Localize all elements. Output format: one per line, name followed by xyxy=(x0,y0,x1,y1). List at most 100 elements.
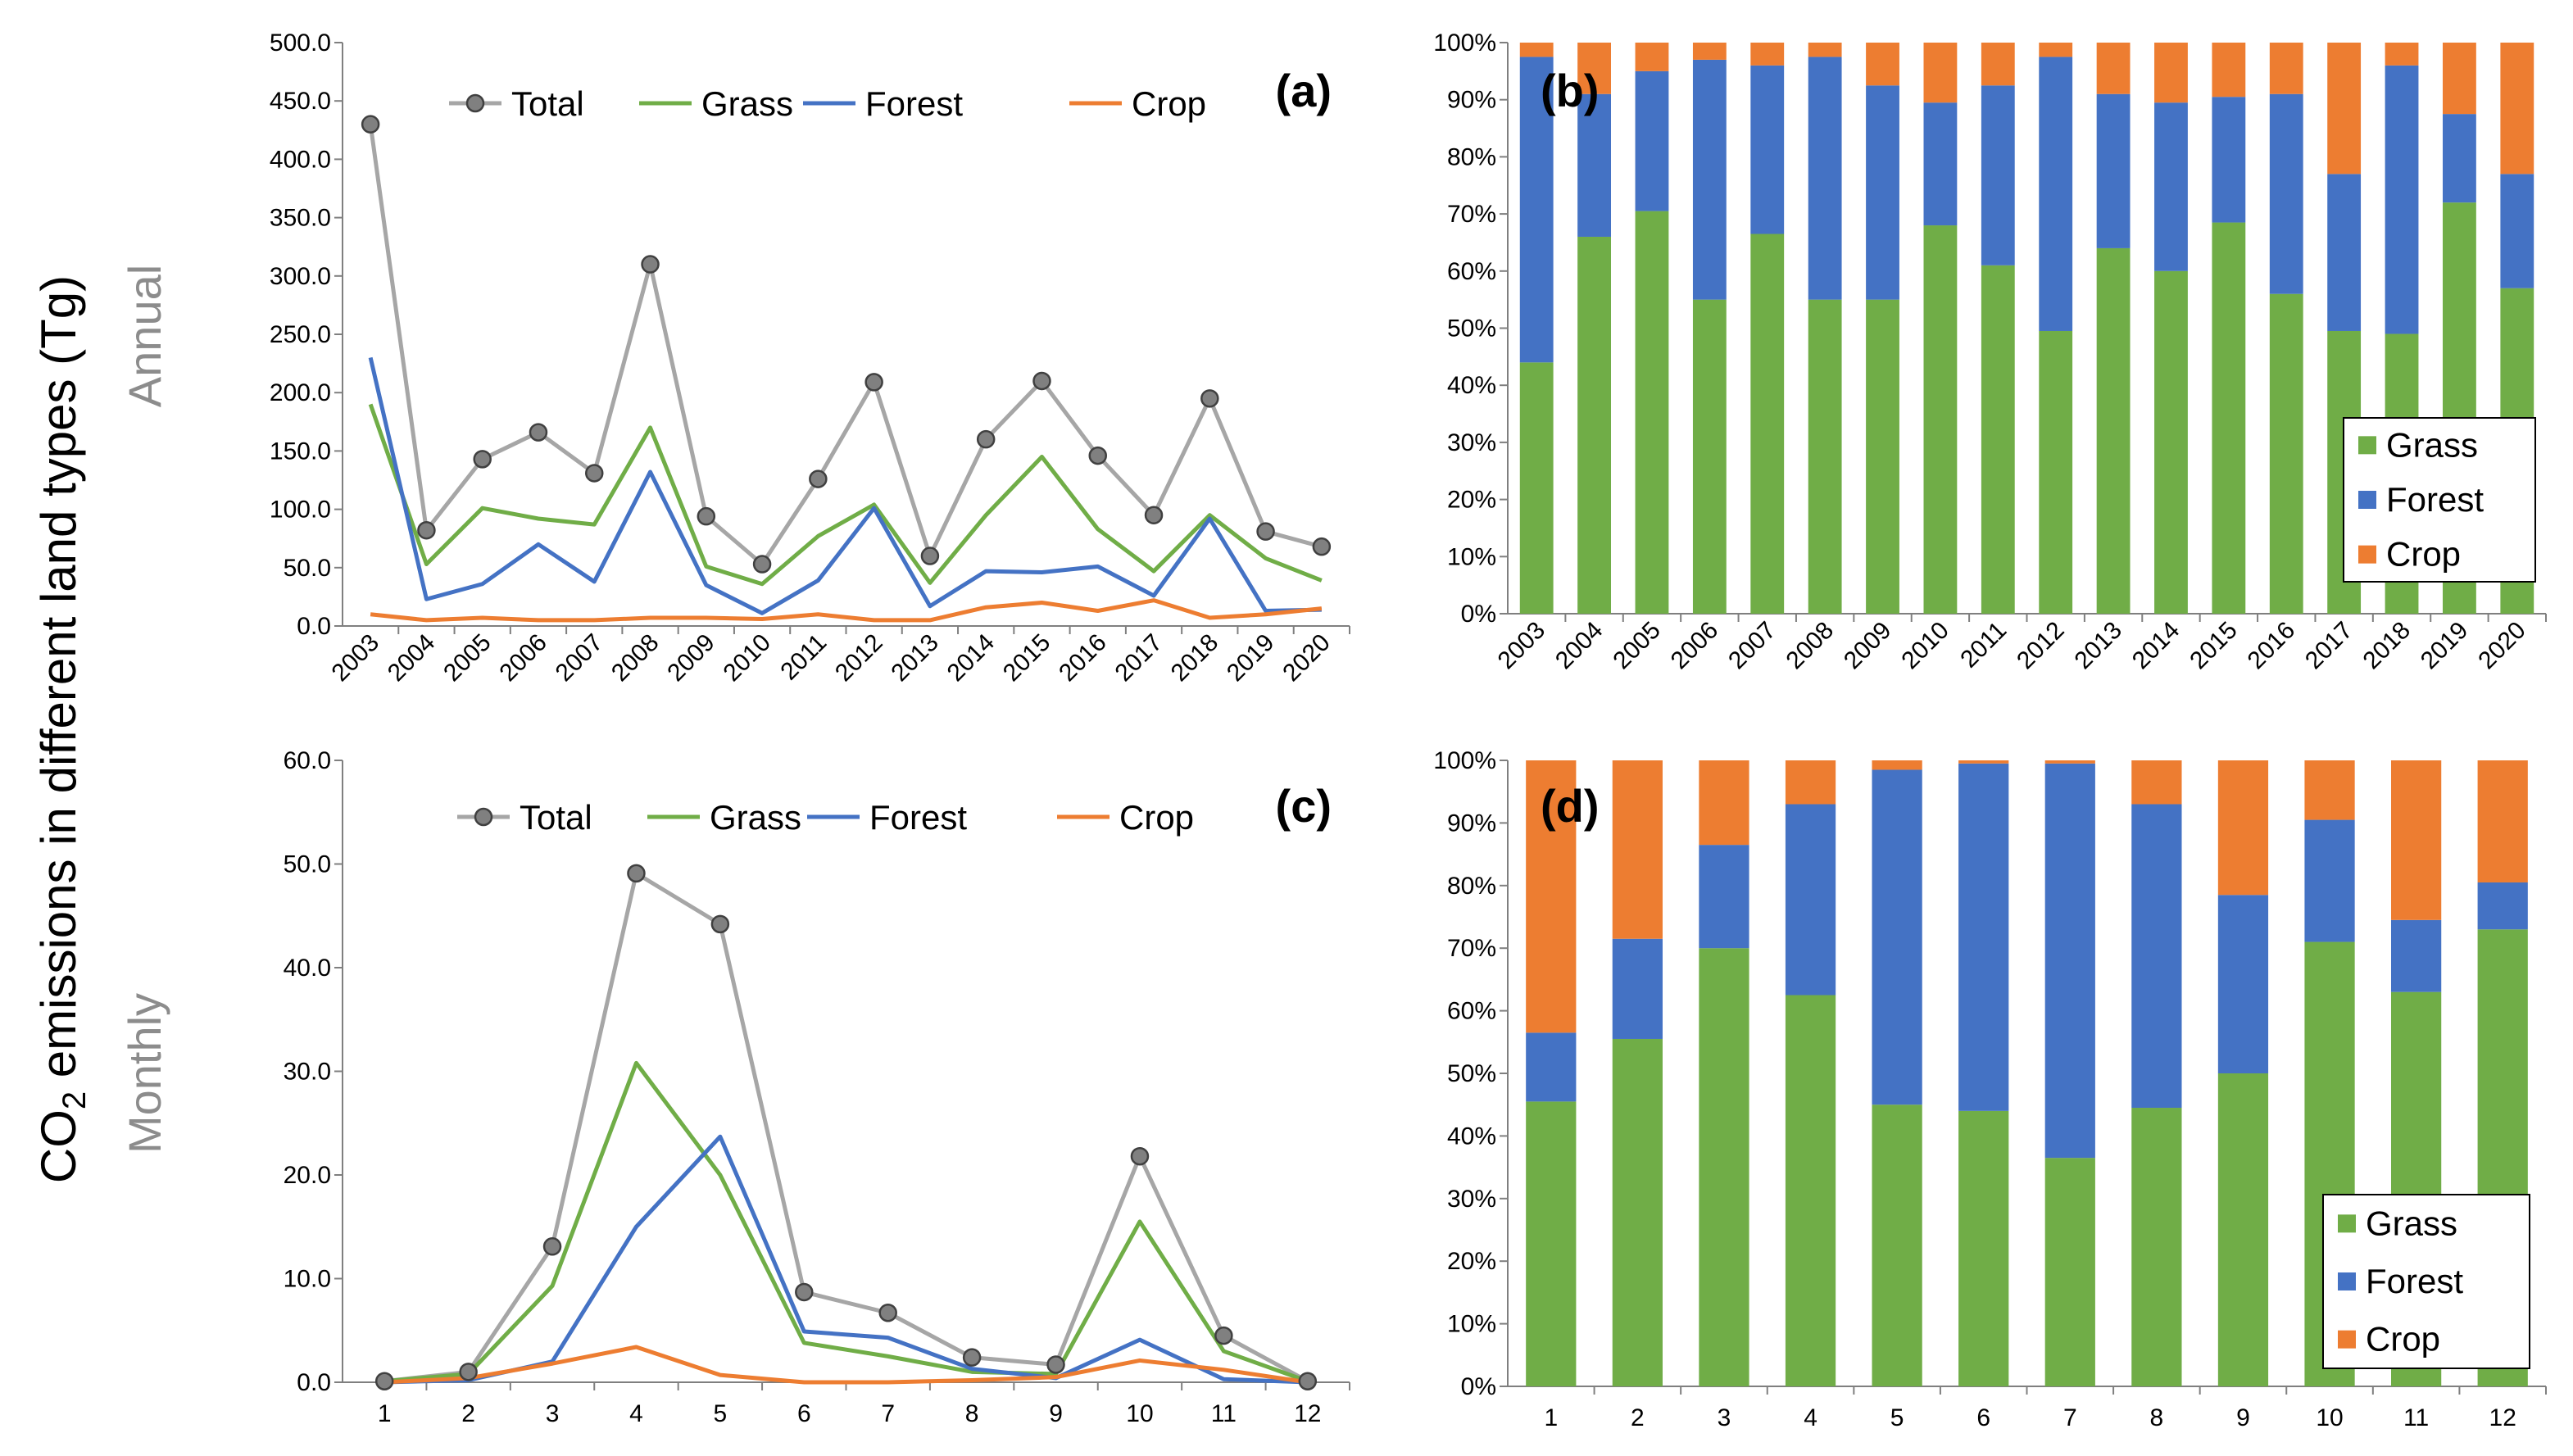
bar-grass-7 xyxy=(2044,1158,2095,1386)
total-marker-6 xyxy=(795,1282,814,1302)
x-tick-label: 2019 xyxy=(1222,629,1280,687)
x-tick-label: 2006 xyxy=(494,629,552,687)
x-tick-label: 1 xyxy=(378,1400,392,1427)
bar-forest-2003 xyxy=(1519,57,1554,363)
x-tick-label: 2009 xyxy=(662,629,720,687)
legend-crop-label: Crop xyxy=(1132,84,1206,123)
bar-grass-2012 xyxy=(2039,330,2073,614)
total-marker-1 xyxy=(374,1372,394,1390)
x-tick-label: 4 xyxy=(1804,1404,1817,1431)
y-tick-label: 0% xyxy=(1461,601,1496,628)
x-tick-label: 2004 xyxy=(1550,617,1609,675)
x-tick-label: 2017 xyxy=(2300,617,2358,675)
bar-forest-9 xyxy=(2217,895,2269,1073)
bar-forest-2014 xyxy=(2154,102,2188,271)
bar-forest-2017 xyxy=(2327,174,2362,331)
x-tick-label: 10 xyxy=(2316,1404,2343,1431)
legend-forest-swatch xyxy=(2358,491,2376,509)
legend-grass-label: Grass xyxy=(2386,425,2478,464)
bar-crop-4 xyxy=(1785,760,1836,805)
total-marker-2008 xyxy=(641,255,660,274)
x-tick-label: 2018 xyxy=(1166,629,1224,687)
bar-crop-5 xyxy=(1872,760,1922,770)
bar-grass-2013 xyxy=(2096,247,2131,614)
panel-c-monthly-lines: 0.010.020.030.040.050.060.01 2 3 4 5 6 7 8 9 10 11… xyxy=(284,747,1350,1427)
y-tick-label: 60% xyxy=(1447,258,1496,285)
panel-d-monthly-shares: 0%10%20%30%40%50%60%70%80%90%100%1 2 3 4 5 6 7… xyxy=(1433,747,2547,1431)
x-tick-label: 12 xyxy=(1294,1400,1321,1427)
bar-crop-2 xyxy=(1612,760,1663,939)
legend-forest-swatch xyxy=(2338,1272,2356,1290)
legend-forest-label: Forest xyxy=(865,84,963,123)
legend-grass-swatch xyxy=(2338,1214,2356,1233)
bar-grass-2005 xyxy=(1635,211,1669,614)
bar-forest-2005 xyxy=(1635,70,1669,211)
y-tick-label: 90% xyxy=(1447,87,1496,114)
bar-crop-11 xyxy=(2391,760,2442,920)
x-tick-label: 2014 xyxy=(942,629,1001,687)
x-tick-label: 2012 xyxy=(830,629,888,687)
y-tick-label: 30.0 xyxy=(284,1059,331,1086)
bar-crop-2009 xyxy=(1866,43,1899,86)
total-marker-2012 xyxy=(864,373,883,392)
bar-crop-2013 xyxy=(2096,43,2131,94)
bar-grass-9 xyxy=(2217,1073,2269,1386)
x-tick-label: 2003 xyxy=(327,629,385,687)
legend-grass-label: Grass xyxy=(710,798,801,837)
x-tick-label: 2003 xyxy=(1493,617,1551,675)
x-tick-label: 2007 xyxy=(551,629,609,687)
total-marker-7 xyxy=(878,1303,897,1322)
y-tick-label: 0.0 xyxy=(297,613,331,640)
x-tick-label: 2014 xyxy=(2127,617,2185,675)
x-tick-label: 2018 xyxy=(2357,617,2416,675)
bar-grass-2003 xyxy=(1519,362,1554,614)
total-marker-4 xyxy=(627,864,646,883)
y-tick-label: 250.0 xyxy=(270,321,331,348)
y-tick-label: 0% xyxy=(1461,1373,1496,1400)
bar-forest-2007 xyxy=(1750,65,1785,234)
y-tick-label: 40% xyxy=(1447,1123,1496,1150)
y-tick-label: 300.0 xyxy=(270,263,331,290)
x-tick-label: 2005 xyxy=(1608,617,1666,675)
y-tick-label: 40% xyxy=(1447,372,1496,399)
legend-crop-swatch xyxy=(2358,545,2376,564)
y-tick-label: 450.0 xyxy=(270,88,331,115)
x-tick-label: 3 xyxy=(546,1400,560,1427)
panel-b-annual-shares: 0%10%20%30%40%50%60%70%80%90%100%2003 200… xyxy=(1433,29,2547,675)
row-label-annual: Annual xyxy=(119,265,170,407)
total-marker-11 xyxy=(1214,1326,1233,1345)
x-tick-label: 5 xyxy=(1890,1404,1904,1431)
series-grass-line xyxy=(368,403,1323,587)
x-tick-label: 5 xyxy=(714,1400,728,1427)
x-tick-label: 11 xyxy=(2403,1404,2429,1431)
legend-grass-swatch xyxy=(2358,436,2376,455)
y-tick-label: 80% xyxy=(1447,873,1496,900)
bar-forest-2008 xyxy=(1808,57,1842,300)
y-tick-label: 200.0 xyxy=(270,379,331,406)
bar-forest-5 xyxy=(1872,769,1922,1105)
x-tick-label: 2011 xyxy=(1955,617,2012,674)
legend-grass-label: Grass xyxy=(701,84,793,123)
x-tick-label: 2013 xyxy=(886,629,944,687)
bar-forest-2020 xyxy=(2500,174,2534,288)
y-tick-label: 50% xyxy=(1447,315,1496,342)
total-marker-2005 xyxy=(473,450,492,469)
bar-forest-3 xyxy=(1699,845,1749,949)
x-tick-label: 7 xyxy=(881,1400,895,1427)
bar-grass-2015 xyxy=(2212,222,2246,614)
total-marker-2013 xyxy=(920,547,940,565)
bar-grass-2016 xyxy=(2269,293,2303,614)
bar-grass-8 xyxy=(2131,1108,2182,1386)
row-label-monthly: Monthly xyxy=(119,993,170,1154)
x-tick-label: 2015 xyxy=(998,629,1056,687)
figure-y-axis-label: CO2 emissions in different land types (T… xyxy=(31,275,93,1183)
total-marker-8 xyxy=(962,1348,982,1367)
x-tick-label: 8 xyxy=(965,1400,979,1427)
bar-grass-2004 xyxy=(1577,236,1611,614)
bar-crop-2020 xyxy=(2500,43,2534,175)
bar-crop-2014 xyxy=(2154,43,2188,103)
x-tick-label: 2020 xyxy=(2473,617,2531,675)
bar-forest-2009 xyxy=(1866,85,1899,300)
bar-grass-1 xyxy=(1526,1101,1577,1386)
